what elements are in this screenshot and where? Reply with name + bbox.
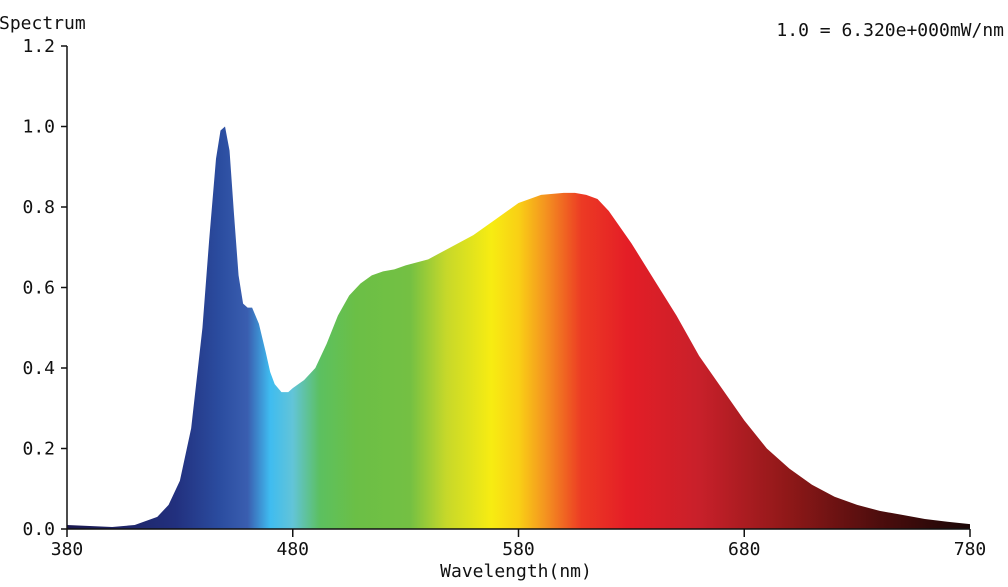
x-tick-label: 580: [502, 539, 535, 560]
y-tick-label: 0.4: [22, 358, 55, 379]
y-tick-label: 0.2: [22, 439, 55, 460]
x-tick-label: 380: [51, 539, 84, 560]
x-tick-label: 780: [954, 539, 987, 560]
y-tick-label: 0.6: [22, 278, 55, 299]
scale-note: 1.0 = 6.320e+000mW/nm: [776, 20, 1004, 41]
x-tick-label: 480: [276, 539, 309, 560]
y-tick-label: 1.2: [22, 36, 55, 57]
spectrum-area-layer: [67, 126, 970, 529]
y-axis-label: Spectrum: [0, 13, 86, 34]
y-tick-label: 1.0: [22, 117, 55, 138]
x-tick-group: 380 480 580 680 780: [51, 529, 987, 560]
y-tick-group: 0.0 0.2 0.4 0.6 0.8 1.0 1.2: [22, 36, 67, 540]
x-tick-label: 680: [728, 539, 761, 560]
spectrum-area: [67, 126, 970, 529]
y-tick-label: 0.0: [22, 519, 55, 540]
y-tick-label: 0.8: [22, 197, 55, 218]
x-axis-label: Wavelength(nm): [440, 561, 592, 582]
